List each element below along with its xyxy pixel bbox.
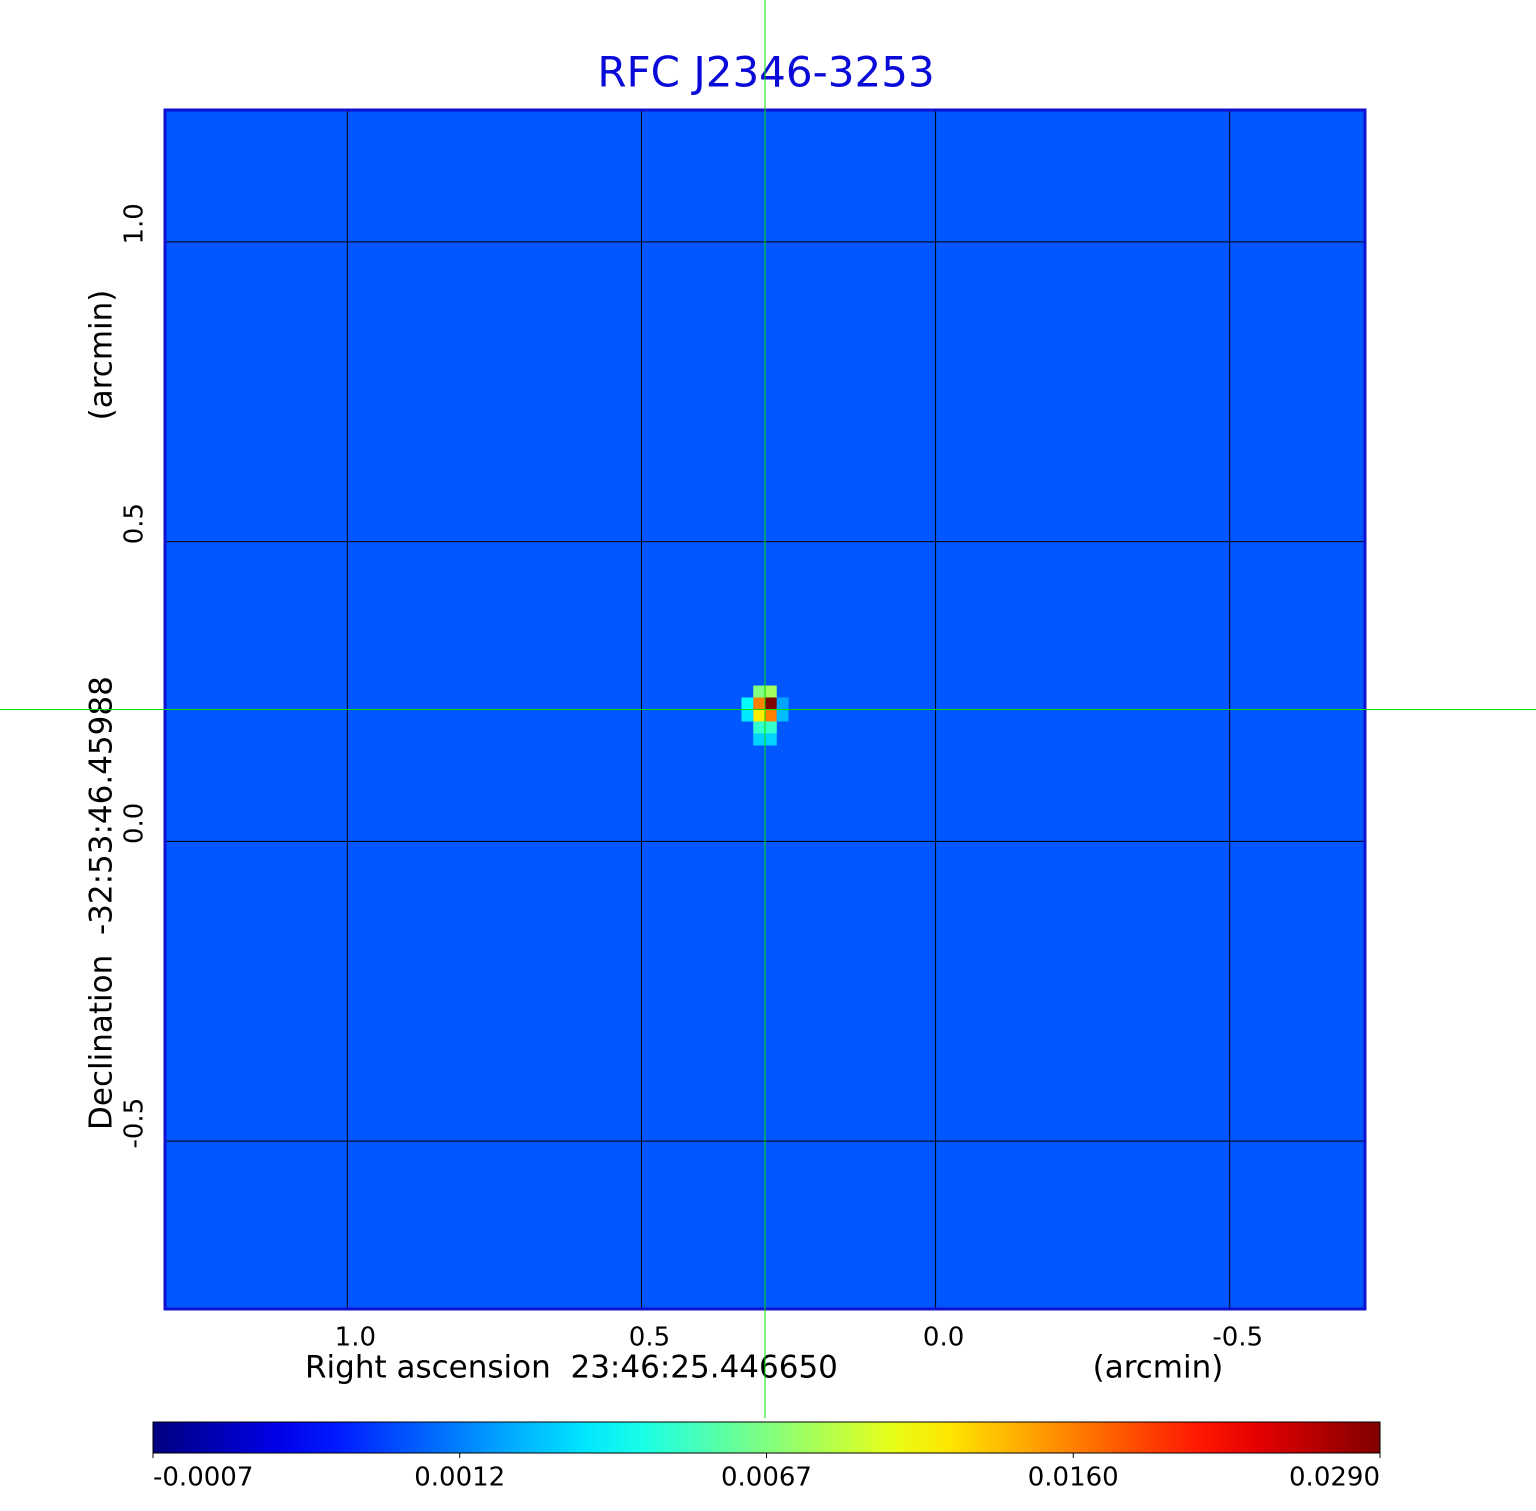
- image-pixel: [765, 685, 777, 698]
- y-tick-label: 1.0: [120, 203, 150, 244]
- y-tick-label: 0.5: [120, 503, 150, 544]
- image-pixel: [753, 685, 765, 698]
- image-pixel: [741, 709, 754, 722]
- image-pixel: [776, 709, 789, 722]
- y-axis-label: Declination -32:53:46.45988: [84, 676, 120, 1130]
- x-tick-label: 1.0: [335, 1323, 376, 1353]
- y-tick-label: -0.5: [120, 1098, 150, 1149]
- image-pixel: [765, 709, 777, 722]
- colorbar-tick-label: 0.0290: [1289, 1463, 1380, 1493]
- x-tick-label: 0.0: [923, 1323, 964, 1353]
- colorbar-tick-label: 0.0160: [1028, 1463, 1119, 1493]
- image-pixel: [765, 721, 777, 734]
- image-pixel: [765, 697, 777, 710]
- image-pixel: [753, 709, 765, 722]
- colorbar-tick-label: 0.0067: [721, 1463, 812, 1493]
- image-pixel: [753, 733, 765, 746]
- x-tick-label: 0.5: [629, 1323, 670, 1353]
- x-axis-label: Right ascension 23:46:25.446650: [305, 1350, 838, 1386]
- y-tick-label: 0.0: [120, 803, 150, 844]
- colorbar: [152, 1421, 1381, 1454]
- image-pixel: [741, 697, 754, 710]
- chart-title: RFC J2346-3253: [597, 48, 934, 97]
- image-pixel: [753, 721, 765, 734]
- x-axis-unit: (arcmin): [1093, 1350, 1224, 1386]
- y-axis-unit: (arcmin): [84, 290, 120, 421]
- colorbar-tick-label: 0.0012: [414, 1463, 505, 1493]
- image-pixel: [753, 697, 765, 710]
- image-pixel: [765, 733, 777, 746]
- colorbar-tick-label: -0.0007: [153, 1463, 253, 1493]
- image-pixel: [776, 697, 789, 710]
- x-tick-label: -0.5: [1212, 1323, 1263, 1353]
